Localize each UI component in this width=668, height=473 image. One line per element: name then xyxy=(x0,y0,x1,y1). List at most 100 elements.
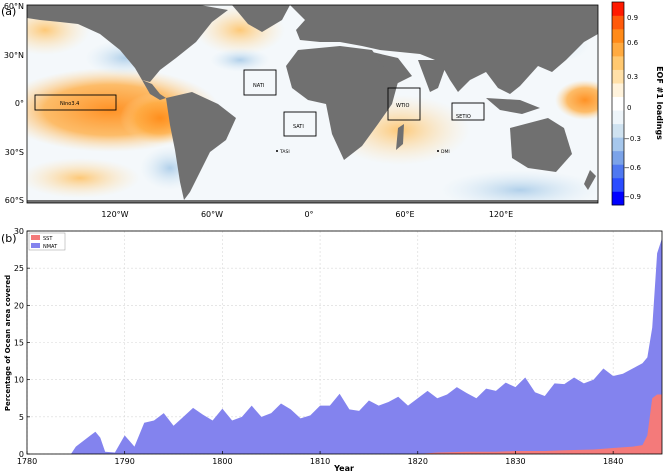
southeast-asia-islands xyxy=(486,98,540,114)
map-area: Nino3.4 NATI SATI WTIO SETIO TASI DMI xyxy=(27,5,598,203)
colorbar-cell xyxy=(612,15,624,30)
madagascar xyxy=(396,124,404,150)
colorbar-cell xyxy=(612,177,624,192)
index-box-labels: Nino3.4 NATI SATI WTIO SETIO xyxy=(60,83,471,130)
land xyxy=(27,5,598,203)
panel-b: (b) 1780 1790 1800 1810 1820 1830 1840 0 5 10 15 2… xyxy=(1,227,663,473)
y-tick-label: 15 xyxy=(14,339,24,348)
x-axis-label: Year xyxy=(333,464,354,473)
y-tick-label: 10 xyxy=(14,376,24,385)
colorbar-tick: −0.9 xyxy=(624,193,641,201)
south-america xyxy=(166,92,236,200)
lon-tick: 60°E xyxy=(395,210,414,219)
setio-label: SETIO xyxy=(456,114,471,120)
colorbar-tick: −0.3 xyxy=(624,135,641,143)
tasi-marker-dot xyxy=(276,150,278,152)
arabia xyxy=(372,52,412,84)
y-tick-label: 25 xyxy=(14,264,24,273)
lon-tick: 0° xyxy=(304,210,313,219)
colorbar-cell xyxy=(612,164,624,179)
lon-tick: 120°W xyxy=(101,210,128,219)
lat-tick: 60°S xyxy=(5,196,24,205)
southern-cool-blob xyxy=(440,170,598,203)
legend: SST NMAT xyxy=(28,232,66,251)
colorbar-cells xyxy=(612,2,624,206)
nino34-box xyxy=(34,94,117,111)
colorbar-tick: 0.9 xyxy=(627,14,638,22)
new-zealand xyxy=(584,170,596,190)
dmi-label: DMI xyxy=(441,149,450,155)
x-tick-label: 1790 xyxy=(115,457,135,466)
series-areas xyxy=(27,238,662,454)
north-atlantic-cool-blob xyxy=(210,48,270,72)
colorbar-cell xyxy=(612,2,624,16)
colorbar-cell xyxy=(612,83,624,98)
x-tick-label: 1830 xyxy=(505,457,525,466)
y-tick-label: 20 xyxy=(14,301,24,310)
colorbar: 0.9 0.6 0.3 0 −0.3 −0.6 −0.9 EOF #1 load… xyxy=(611,1,664,206)
sati-label: SATI xyxy=(293,124,304,130)
eurasia xyxy=(290,5,598,94)
y-tick-label: 30 xyxy=(14,227,24,236)
wtio-box xyxy=(387,87,421,121)
colorbar-frame xyxy=(611,1,625,206)
panel-b-label: (b) xyxy=(1,232,17,245)
colorbar-tick: 0 xyxy=(627,104,631,112)
india xyxy=(418,60,448,92)
y-tick-label: 0 xyxy=(19,450,24,459)
lat-tick: 30°N xyxy=(4,51,24,60)
sati-box xyxy=(283,111,317,137)
latitude-labels: 60°N 30°N 0° 30°S 60°S xyxy=(4,2,24,205)
y-tick-label: 5 xyxy=(19,413,24,422)
index-boxes xyxy=(34,69,485,137)
nino34-label: Nino3.4 xyxy=(60,101,79,107)
wtio-label: WTIO xyxy=(396,103,409,109)
legend-swatch-sst xyxy=(31,235,40,240)
y-axis-ticks: 0 5 10 15 20 25 30 xyxy=(14,227,30,459)
colorbar-cell xyxy=(612,29,624,43)
antarctica xyxy=(27,200,598,203)
east-pacific-warm-blob xyxy=(555,80,598,120)
x-axis-ticks: 1780 1790 1800 1810 1820 1830 1840 xyxy=(17,451,623,466)
y-axis-label: Percentage of Ocean area covered xyxy=(4,275,12,411)
australia xyxy=(510,118,572,172)
colorbar-cell xyxy=(612,123,624,138)
colorbar-ticks: 0.9 0.6 0.3 0 −0.3 −0.6 −0.9 xyxy=(624,14,642,201)
x-tick-label: 1810 xyxy=(310,457,330,466)
x-tick-label: 1780 xyxy=(17,457,37,466)
panel-a-label: (a) xyxy=(1,5,16,18)
colorbar-cell xyxy=(612,110,624,125)
colorbar-cell xyxy=(612,150,624,165)
north-america xyxy=(27,5,228,82)
index-markers: TASI DMI xyxy=(276,149,450,155)
colorbar-tick: 0.6 xyxy=(627,39,639,47)
colorbar-cell xyxy=(612,191,624,206)
lon-tick: 60°W xyxy=(201,210,223,219)
south-pacific-warm-blob xyxy=(27,158,140,198)
colorbar-cell xyxy=(612,96,624,111)
lat-tick: 60°N xyxy=(4,2,24,11)
map-frame xyxy=(26,4,599,204)
colorbar-cell xyxy=(612,42,624,57)
lat-tick: 30°S xyxy=(5,148,24,157)
colorbar-cell xyxy=(612,56,624,70)
nati-label: NATI xyxy=(253,83,264,89)
nati-box xyxy=(243,69,277,96)
colorbar-cell xyxy=(612,137,624,152)
area-series-nmat xyxy=(27,238,662,454)
dmi-marker-dot xyxy=(437,150,439,152)
lon-tick: 120°E xyxy=(489,210,513,219)
legend-label-nmat: NMAT xyxy=(43,244,58,250)
colorbar-tick: −0.6 xyxy=(624,164,642,172)
panel-a: (a) xyxy=(1,1,664,219)
tasi-label: TASI xyxy=(279,149,290,155)
setio-box xyxy=(451,102,485,121)
legend-swatch-nmat xyxy=(31,243,40,248)
legend-label-sst: SST xyxy=(43,236,53,242)
colorbar-tick: 0.3 xyxy=(627,73,638,81)
lat-tick: 0° xyxy=(15,99,24,108)
x-tick-label: 1840 xyxy=(603,457,623,466)
africa xyxy=(286,46,398,160)
longitude-labels: 120°W 60°W 0° 60°E 120°E xyxy=(101,210,513,219)
